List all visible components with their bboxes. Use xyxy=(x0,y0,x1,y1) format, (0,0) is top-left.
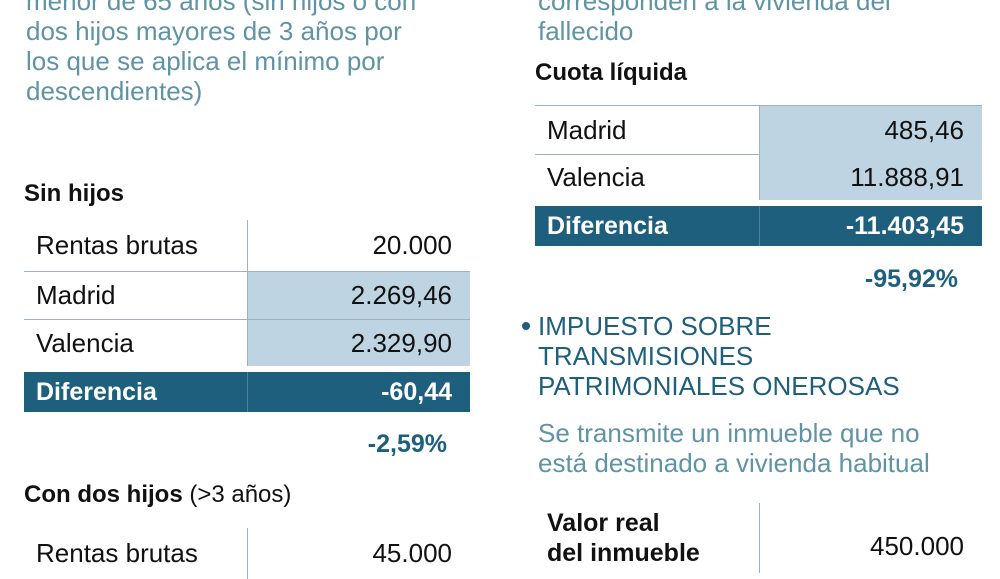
label-line: Valor real xyxy=(547,509,660,537)
row-value: 450.000 xyxy=(870,530,964,561)
table-row: Rentas brutas 45.000 xyxy=(24,528,470,579)
description-line: está destinado a vivienda habitual xyxy=(538,448,930,478)
itp-description: Se transmite un inmueble que no está des… xyxy=(538,418,930,478)
intro-line: los que se aplica el mínimo por xyxy=(26,46,385,76)
row-value: 11.888,91 xyxy=(760,154,982,200)
difference-row: Diferencia -60,44 xyxy=(24,372,470,412)
bullet-icon xyxy=(522,322,530,330)
intro-line: fallecido xyxy=(538,16,634,46)
table-row: Valencia 2.329,90 xyxy=(24,320,470,366)
row-label: Valencia xyxy=(24,320,248,366)
table-row: Rentas brutas 20.000 xyxy=(24,220,470,272)
row-value: 485,46 xyxy=(760,106,982,154)
intro-text-left: menor de 65 años (sin hijos o con dos hi… xyxy=(26,0,416,106)
row-value: 2.269,46 xyxy=(248,272,470,319)
difference-percent: -2,59% xyxy=(367,430,447,458)
row-value: -11.403,45 xyxy=(845,211,964,240)
row-label: Diferencia xyxy=(24,372,248,412)
row-label: Rentas brutas xyxy=(24,220,248,271)
table-row: Madrid 485,46 xyxy=(535,105,982,155)
row-label: Madrid xyxy=(24,272,248,319)
row-value: 2.329,90 xyxy=(248,320,470,366)
row-label: Valor real del inmueble xyxy=(535,503,760,573)
row-value: 20.000 xyxy=(372,230,452,260)
row-value: -60,44 xyxy=(381,377,452,406)
description-line: Se transmite un inmueble que no xyxy=(538,418,920,448)
row-label: Rentas brutas xyxy=(24,528,248,579)
intro-line: corresponden a la vivienda del xyxy=(538,0,891,16)
intro-line: descendientes) xyxy=(26,76,203,106)
table-row: Valor real del inmueble 450.000 xyxy=(535,503,982,573)
heading-line: IMPUESTO SOBRE xyxy=(538,311,772,341)
table-row: Valencia 11.888,91 xyxy=(535,154,982,200)
section-title-cuota-liquida: Cuota líquida xyxy=(535,59,687,86)
heading-line: TRANSMISIONES xyxy=(538,341,754,371)
intro-line: menor de 65 años (sin hijos o con xyxy=(26,0,417,16)
table-row: Madrid 2.269,46 xyxy=(24,272,470,320)
intro-text-right: corresponden a la vivienda del fallecido xyxy=(538,0,891,46)
difference-row: Diferencia -11.403,45 xyxy=(535,206,982,246)
section-heading-itp: IMPUESTO SOBRE TRANSMISIONES PATRIMONIAL… xyxy=(538,311,900,401)
section-title-sin-hijos: Sin hijos xyxy=(24,180,125,207)
section-title-con-dos-hijos: Con dos hijos (>3 años) xyxy=(24,481,291,509)
row-value: 45.000 xyxy=(372,538,452,568)
title-main: Con dos hijos xyxy=(24,481,183,508)
intro-line: dos hijos mayores de 3 años por xyxy=(26,16,402,46)
row-label: Valencia xyxy=(535,154,760,200)
row-label: Diferencia xyxy=(535,206,760,246)
difference-percent: -95,92% xyxy=(864,265,958,293)
title-note: (>3 años) xyxy=(182,481,292,508)
row-label: Madrid xyxy=(535,106,760,154)
heading-line: PATRIMONIALES ONEROSAS xyxy=(538,371,900,401)
label-line: del inmueble xyxy=(547,539,700,567)
